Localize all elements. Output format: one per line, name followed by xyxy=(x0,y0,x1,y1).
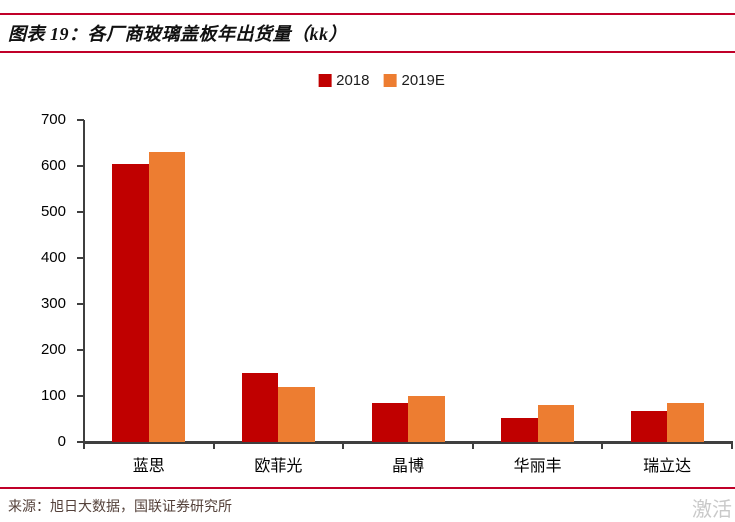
y-axis-label: 200 xyxy=(40,341,66,358)
top-rule xyxy=(0,13,735,15)
bar-2019e-0 xyxy=(148,152,186,442)
y-axis-label: 100 xyxy=(40,387,66,404)
bar-2019e-4 xyxy=(667,402,704,442)
legend-item-2018: 2018 xyxy=(318,72,370,89)
bar-2018-4 xyxy=(630,410,668,442)
y-axis-label: 700 xyxy=(40,111,66,128)
chart-legend: 2018 2019E xyxy=(318,72,445,89)
y-axis-tick xyxy=(77,395,84,397)
y-axis-tick xyxy=(77,211,84,213)
source-note: 来源：旭日大数据，国联证券研究所 xyxy=(8,500,232,515)
x-category-label-2: 晶博 xyxy=(391,458,424,475)
x-axis-tick xyxy=(471,442,474,449)
figure-title: 图表 19：各厂商玻璃盖板年出货量（kk） xyxy=(8,24,347,44)
y-axis-tick xyxy=(77,165,84,167)
x-axis-line xyxy=(83,441,733,444)
y-axis-label: 0 xyxy=(57,433,66,450)
bottom-rule xyxy=(0,487,735,489)
watermark: 激活 xyxy=(692,499,732,521)
title-underline-rule xyxy=(0,51,735,53)
y-axis-label: 400 xyxy=(40,249,66,266)
x-category-label-0: 蓝思 xyxy=(132,458,165,475)
legend-swatch-icon xyxy=(318,74,332,87)
y-axis-tick xyxy=(77,349,84,351)
y-axis-label: 600 xyxy=(40,157,66,174)
legend-label: 2018 xyxy=(336,72,370,89)
x-category-label-1: 欧菲光 xyxy=(254,458,303,475)
bar-2019e-2 xyxy=(408,396,445,442)
y-axis-label: 300 xyxy=(40,295,66,312)
x-category-label-4: 瑞立达 xyxy=(643,458,692,475)
y-axis-tick xyxy=(77,441,84,443)
x-axis-tick xyxy=(601,442,604,449)
bar-2018-0 xyxy=(112,163,149,442)
y-axis-tick xyxy=(77,119,84,121)
x-axis-tick xyxy=(212,442,215,449)
x-category-label-3: 华丽丰 xyxy=(513,458,562,475)
bar-2018-1 xyxy=(241,373,279,442)
legend-label: 2019E xyxy=(401,72,445,89)
x-axis-tick xyxy=(342,442,345,449)
y-axis-line xyxy=(83,120,85,444)
legend-item-2019e: 2019E xyxy=(383,72,445,89)
legend-swatch-icon xyxy=(383,74,397,87)
y-axis-tick xyxy=(77,303,84,305)
bar-2018-3 xyxy=(501,418,538,442)
y-axis-tick xyxy=(77,257,84,259)
x-axis-tick xyxy=(83,442,85,449)
y-axis-label: 500 xyxy=(40,203,66,220)
bar-2018-2 xyxy=(371,402,408,442)
bar-2019e-3 xyxy=(537,405,575,442)
x-axis-tick xyxy=(731,442,733,449)
bar-2019e-1 xyxy=(278,386,315,442)
